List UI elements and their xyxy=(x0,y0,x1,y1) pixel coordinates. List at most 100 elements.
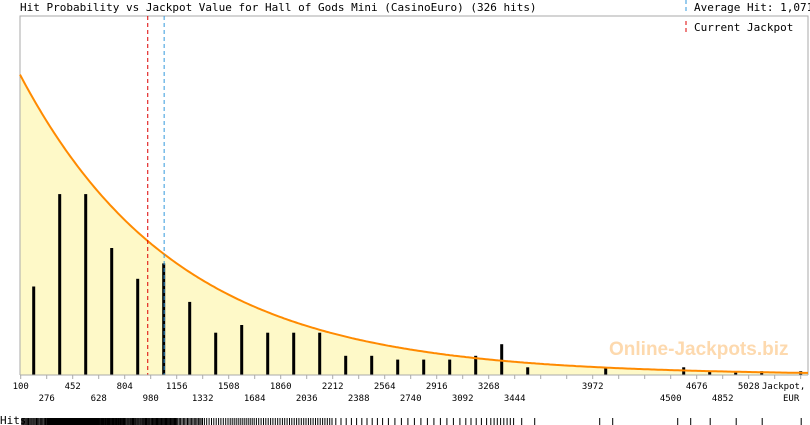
hit-mark xyxy=(128,418,130,425)
hit-mark xyxy=(109,418,111,425)
hit-mark xyxy=(281,418,283,425)
hit-mark xyxy=(413,418,415,425)
hit-mark xyxy=(265,418,267,425)
hit-mark xyxy=(174,418,176,425)
hit-mark xyxy=(153,418,155,425)
hit-mark xyxy=(213,418,215,425)
hit-mark xyxy=(81,418,83,425)
hit-mark xyxy=(350,418,352,425)
hit-mark xyxy=(114,418,116,425)
hit-mark xyxy=(125,418,127,425)
hit-bar xyxy=(292,332,296,375)
hit-mark xyxy=(521,418,523,425)
hit-mark xyxy=(85,418,87,425)
hit-mark xyxy=(73,418,75,425)
hit-mark xyxy=(50,418,52,425)
hit-mark xyxy=(152,418,153,425)
hit-mark xyxy=(86,418,88,425)
hit-mark xyxy=(203,418,205,425)
hit-mark xyxy=(475,418,477,425)
x-tick-label: 3972 xyxy=(582,382,604,392)
hit-mark xyxy=(243,418,245,425)
hit-mark xyxy=(227,418,229,425)
hit-mark xyxy=(195,418,197,425)
hit-mark xyxy=(170,418,171,425)
hit-mark xyxy=(184,418,186,425)
hit-mark xyxy=(147,418,149,425)
hit-mark xyxy=(85,418,87,425)
hit-mark xyxy=(305,418,307,425)
hit-mark xyxy=(90,418,92,425)
hit-mark xyxy=(193,418,195,425)
hit-mark xyxy=(152,418,154,425)
hit-mark xyxy=(439,418,441,425)
hit-mark xyxy=(148,418,150,425)
hit-mark xyxy=(181,418,183,425)
hit-mark xyxy=(229,418,231,425)
hit-bar xyxy=(318,332,322,375)
hit-mark xyxy=(253,418,255,425)
x-tick-label: 100 xyxy=(13,382,29,392)
hit-mark xyxy=(135,418,137,425)
hit-mark xyxy=(54,418,56,425)
hit-mark xyxy=(249,418,251,425)
hit-mark xyxy=(163,418,165,425)
legend-average-hit: Average Hit: 1,071 xyxy=(694,1,810,14)
hit-mark xyxy=(139,418,141,425)
hit-bar xyxy=(214,332,218,375)
hit-mark xyxy=(300,418,302,425)
hit-bar xyxy=(266,332,270,375)
x-tick-label: 2564 xyxy=(374,382,396,392)
hit-mark xyxy=(150,418,152,425)
hit-mark xyxy=(143,418,145,425)
hit-mark xyxy=(113,418,115,425)
hit-mark xyxy=(48,418,50,425)
hit-bar xyxy=(422,359,426,375)
hit-mark xyxy=(112,418,114,425)
hit-mark xyxy=(22,418,24,425)
hit-mark xyxy=(118,418,119,425)
hit-bar xyxy=(474,355,478,375)
hit-mark xyxy=(534,418,536,425)
hit-bar xyxy=(58,194,62,375)
x-tick-label: 980 xyxy=(143,394,159,404)
hit-mark xyxy=(38,418,40,425)
hit-mark xyxy=(118,418,120,425)
hit-mark xyxy=(206,418,208,425)
hit-mark xyxy=(141,418,143,425)
hit-mark xyxy=(55,418,57,425)
chart-title: Hit Probability vs Jackpot Value for Hal… xyxy=(20,1,537,14)
hit-bar xyxy=(396,359,400,375)
hit-mark xyxy=(117,418,119,425)
hit-mark xyxy=(145,418,146,425)
x-tick-label: 3092 xyxy=(452,394,474,404)
hit-mark xyxy=(98,418,100,425)
hit-mark xyxy=(480,418,482,425)
hit-mark xyxy=(452,418,454,425)
hit-mark xyxy=(446,418,448,425)
hit-mark xyxy=(100,418,102,425)
hit-bar xyxy=(240,325,244,375)
hit-mark xyxy=(490,418,492,425)
hit-mark xyxy=(156,418,158,425)
hit-mark xyxy=(80,418,82,425)
x-tick-label: 1156 xyxy=(166,382,188,392)
hit-mark xyxy=(104,418,106,425)
hit-mark xyxy=(71,418,73,425)
x-tick-label: 1508 xyxy=(218,382,240,392)
hit-bar xyxy=(734,371,738,375)
hit-mark xyxy=(137,418,139,425)
hit-mark xyxy=(97,418,99,425)
hit-mark xyxy=(134,418,136,425)
hit-mark xyxy=(426,418,428,425)
x-tick-label: 628 xyxy=(91,394,107,404)
hit-mark xyxy=(178,418,180,425)
hits-strip xyxy=(21,418,802,425)
hit-mark xyxy=(168,418,170,425)
hit-mark xyxy=(28,418,29,425)
x-tick-label: 3268 xyxy=(478,382,500,392)
hit-mark xyxy=(371,418,373,425)
hit-mark xyxy=(70,418,72,425)
hit-mark xyxy=(29,418,31,425)
